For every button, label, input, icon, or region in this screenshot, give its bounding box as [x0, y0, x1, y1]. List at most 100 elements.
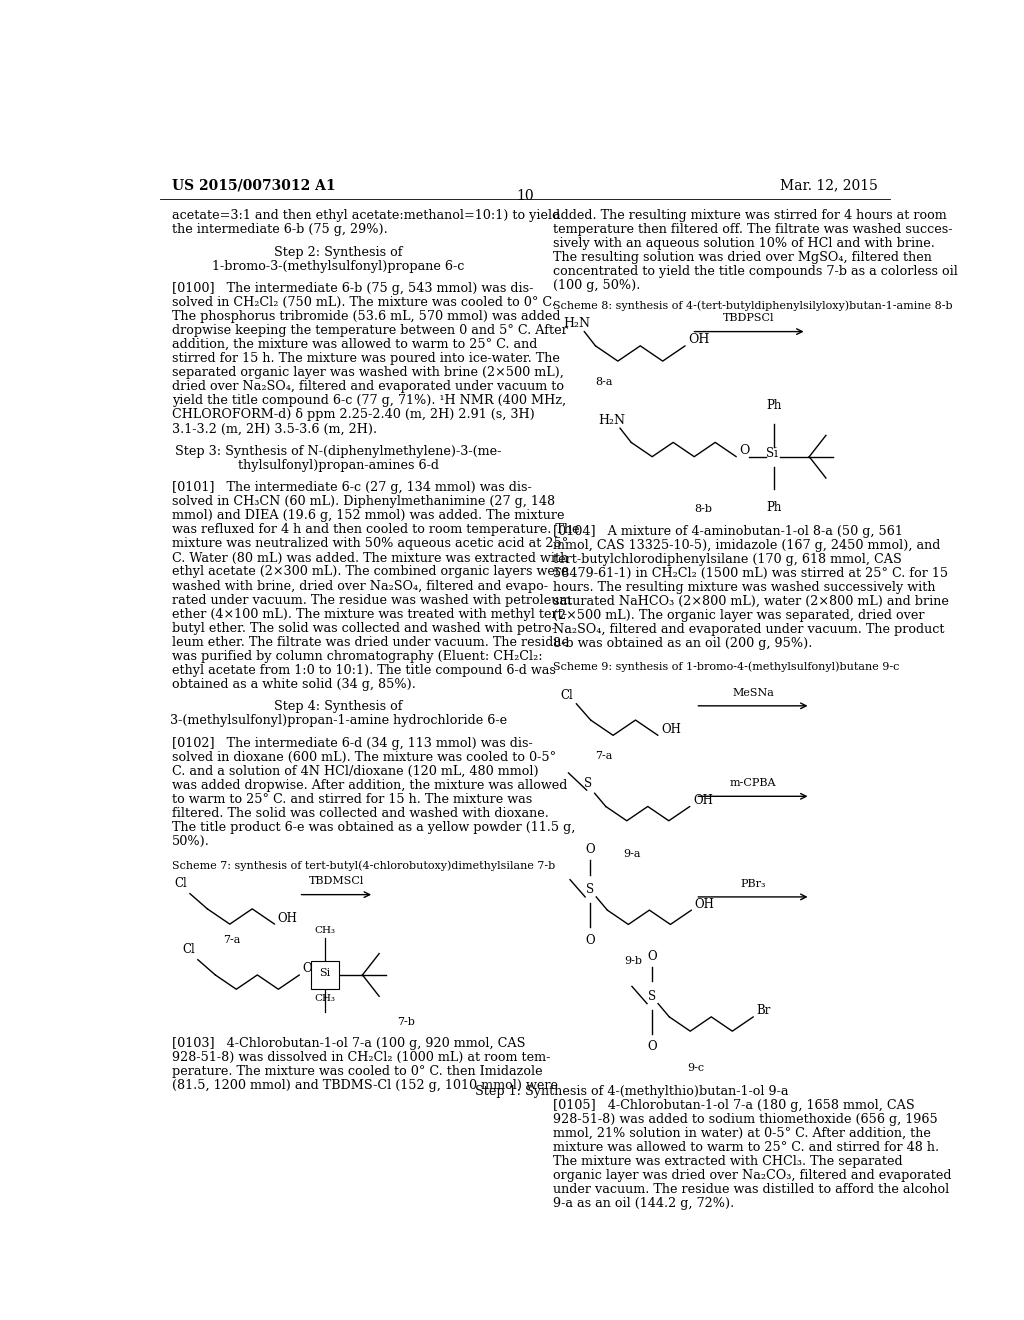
Text: The title product 6-e was obtained as a yellow powder (11.5 g,: The title product 6-e was obtained as a …	[172, 821, 575, 834]
Text: hours. The resulting mixture was washed successively with: hours. The resulting mixture was washed …	[553, 581, 935, 594]
Text: The phosphorus tribromide (53.6 mL, 570 mmol) was added: The phosphorus tribromide (53.6 mL, 570 …	[172, 310, 560, 323]
Text: 928-51-8) was dissolved in CH₂Cl₂ (1000 mL) at room tem-: 928-51-8) was dissolved in CH₂Cl₂ (1000 …	[172, 1051, 550, 1064]
Text: Si: Si	[766, 447, 777, 461]
Text: ⁠[0102]⁠   The intermediate 6-d (34 g, 113 mmol) was dis-: ⁠[0102]⁠ The intermediate 6-d (34 g, 113…	[172, 737, 532, 750]
Text: 3-(methylsulfonyl)propan-1-amine hydrochloride 6-e: 3-(methylsulfonyl)propan-1-amine hydroch…	[170, 714, 507, 727]
Text: PBr₃: PBr₃	[740, 879, 766, 888]
Text: stirred for 15 h. The mixture was poured into ice-water. The: stirred for 15 h. The mixture was poured…	[172, 352, 559, 366]
Text: TBDPSCl: TBDPSCl	[723, 313, 775, 323]
Text: ethyl acetate (2×300 mL). The combined organic layers were: ethyl acetate (2×300 mL). The combined o…	[172, 565, 568, 578]
Text: TBDMSCl: TBDMSCl	[308, 876, 364, 886]
Text: 9-b: 9-b	[625, 956, 642, 966]
Text: O: O	[647, 1040, 656, 1053]
Text: mixture was neutralized with 50% aqueous acetic acid at 25°: mixture was neutralized with 50% aqueous…	[172, 537, 568, 550]
Text: was purified by column chromatography (Eluent: CH₂Cl₂:: was purified by column chromatography (E…	[172, 649, 543, 663]
Text: S: S	[648, 990, 655, 1003]
Text: 1-bromo-3-(methylsulfonyl)propane 6-c: 1-bromo-3-(methylsulfonyl)propane 6-c	[212, 260, 465, 273]
Text: butyl ether. The solid was collected and washed with petro-: butyl ether. The solid was collected and…	[172, 622, 555, 635]
Text: Scheme 8: synthesis of 4-(tert-butyldiphenylsilyloxy)butan-1-amine 8-b: Scheme 8: synthesis of 4-(tert-butyldiph…	[553, 301, 952, 312]
Text: CH₃: CH₃	[314, 927, 335, 936]
Text: Step 2: Synthesis of: Step 2: Synthesis of	[274, 246, 402, 259]
Text: sively with an aqueous solution 10% of HCl and with brine.: sively with an aqueous solution 10% of H…	[553, 238, 935, 251]
Text: O: O	[585, 933, 595, 946]
Text: to warm to 25° C. and stirred for 15 h. The mixture was: to warm to 25° C. and stirred for 15 h. …	[172, 793, 531, 805]
Text: Step 4: Synthesis of: Step 4: Synthesis of	[274, 700, 402, 713]
Text: yield the title compound 6-c (77 g, 71%). ¹H NMR (400 MHz,: yield the title compound 6-c (77 g, 71%)…	[172, 395, 566, 408]
Text: the intermediate 6-b (75 g, 29%).: the intermediate 6-b (75 g, 29%).	[172, 223, 387, 236]
Text: 7-b: 7-b	[397, 1016, 415, 1027]
Text: H₂N: H₂N	[599, 413, 626, 426]
Text: OH: OH	[662, 723, 681, 735]
Text: mmol, CAS 13325-10-5), imidazole (167 g, 2450 mmol), and: mmol, CAS 13325-10-5), imidazole (167 g,…	[553, 539, 940, 552]
Text: Scheme 7: synthesis of tert-butyl(4-chlorobutoxy)dimethylsilane 7-b: Scheme 7: synthesis of tert-butyl(4-chlo…	[172, 861, 555, 871]
Text: 8-b was obtained as an oil (200 g, 95%).: 8-b was obtained as an oil (200 g, 95%).	[553, 638, 812, 649]
Text: addition, the mixture was allowed to warm to 25° C. and: addition, the mixture was allowed to war…	[172, 338, 537, 351]
Text: dropwise keeping the temperature between 0 and 5° C. After: dropwise keeping the temperature between…	[172, 325, 567, 337]
Text: US 2015/0073012 A1: US 2015/0073012 A1	[172, 178, 335, 193]
Text: was refluxed for 4 h and then cooled to room temperature. The: was refluxed for 4 h and then cooled to …	[172, 524, 580, 536]
Text: Cl: Cl	[174, 876, 186, 890]
Text: OH: OH	[693, 793, 713, 807]
Text: acetate=3:1 and then ethyl acetate:methanol=10:1) to yield: acetate=3:1 and then ethyl acetate:metha…	[172, 210, 560, 222]
Text: washed with brine, dried over Na₂SO₄, filtered and evapo-: washed with brine, dried over Na₂SO₄, fi…	[172, 579, 548, 593]
Text: solved in CH₂Cl₂ (750 mL). The mixture was cooled to 0° C.: solved in CH₂Cl₂ (750 mL). The mixture w…	[172, 296, 555, 309]
Text: OH: OH	[688, 333, 710, 346]
Text: Br: Br	[757, 1005, 771, 1018]
Text: ethyl acetate from 1:0 to 10:1). The title compound 6-d was: ethyl acetate from 1:0 to 10:1). The tit…	[172, 664, 556, 677]
Text: 9-a: 9-a	[624, 849, 641, 859]
Text: 10: 10	[516, 189, 534, 203]
Text: obtained as a white solid (34 g, 85%).: obtained as a white solid (34 g, 85%).	[172, 677, 416, 690]
Text: ⁠[0104]⁠   A mixture of 4-aminobutan-1-ol 8-a (50 g, 561: ⁠[0104]⁠ A mixture of 4-aminobutan-1-ol …	[553, 525, 902, 537]
Text: mmol) and DIEA (19.6 g, 152 mmol) was added. The mixture: mmol) and DIEA (19.6 g, 152 mmol) was ad…	[172, 510, 564, 523]
Text: Na₂SO₄, filtered and evaporated under vacuum. The product: Na₂SO₄, filtered and evaporated under va…	[553, 623, 944, 636]
Text: C. and a solution of 4N HCl/dioxane (120 mL, 480 mmol): C. and a solution of 4N HCl/dioxane (120…	[172, 764, 539, 777]
Text: 8-a: 8-a	[595, 378, 613, 387]
Text: m-CPBA: m-CPBA	[730, 777, 776, 788]
Text: 7-a: 7-a	[596, 751, 612, 760]
Text: C. Water (80 mL) was added. The mixture was extracted with: C. Water (80 mL) was added. The mixture …	[172, 552, 568, 565]
Text: ⁠[0105]⁠   4-Chlorobutan-1-ol 7-a (180 g, 1658 mmol, CAS: ⁠[0105]⁠ 4-Chlorobutan-1-ol 7-a (180 g, …	[553, 1100, 914, 1111]
Text: (2×500 mL). The organic layer was separated, dried over: (2×500 mL). The organic layer was separa…	[553, 609, 924, 622]
Text: was added dropwise. After addition, the mixture was allowed: was added dropwise. After addition, the …	[172, 779, 567, 792]
Text: 9-c: 9-c	[687, 1063, 703, 1073]
Text: OH: OH	[694, 898, 715, 911]
Text: tert-butylchlorodiphenylsilane (170 g, 618 mmol, CAS: tert-butylchlorodiphenylsilane (170 g, 6…	[553, 553, 901, 566]
Text: 3.1-3.2 (m, 2H) 3.5-3.6 (m, 2H).: 3.1-3.2 (m, 2H) 3.5-3.6 (m, 2H).	[172, 422, 377, 436]
Text: S: S	[586, 883, 594, 896]
Text: separated organic layer was washed with brine (2×500 mL),: separated organic layer was washed with …	[172, 367, 563, 379]
Text: The resulting solution was dried over MgSO₄, filtered then: The resulting solution was dried over Mg…	[553, 251, 932, 264]
Text: solved in dioxane (600 mL). The mixture was cooled to 0-5°: solved in dioxane (600 mL). The mixture …	[172, 751, 556, 764]
Text: (81.5, 1200 mmol) and TBDMS-Cl (152 g, 1010 mmol) were: (81.5, 1200 mmol) and TBDMS-Cl (152 g, 1…	[172, 1078, 558, 1092]
Text: OH: OH	[278, 912, 298, 924]
Text: 8-b: 8-b	[694, 504, 713, 515]
Text: ⁠[0103]⁠   4-Chlorobutan-1-ol 7-a (100 g, 920 mmol, CAS: ⁠[0103]⁠ 4-Chlorobutan-1-ol 7-a (100 g, …	[172, 1038, 525, 1049]
Text: 7-a: 7-a	[223, 936, 241, 945]
Text: added. The resulting mixture was stirred for 4 hours at room: added. The resulting mixture was stirred…	[553, 210, 946, 222]
Text: Cl: Cl	[560, 689, 573, 702]
Text: S: S	[585, 776, 592, 789]
Text: Step 1: Synthesis of 4-(methylthio)butan-1-ol 9-a: Step 1: Synthesis of 4-(methylthio)butan…	[475, 1085, 788, 1098]
Text: Ph: Ph	[766, 502, 781, 515]
Text: thylsulfonyl)propan-amines 6-d: thylsulfonyl)propan-amines 6-d	[238, 459, 439, 471]
Text: organic layer was dried over Na₂CO₃, filtered and evaporated: organic layer was dried over Na₂CO₃, fil…	[553, 1170, 951, 1183]
Text: perature. The mixture was cooled to 0° C. then Imidazole: perature. The mixture was cooled to 0° C…	[172, 1065, 543, 1078]
Text: 9-a as an oil (144.2 g, 72%).: 9-a as an oil (144.2 g, 72%).	[553, 1197, 734, 1210]
Text: Scheme 9: synthesis of 1-bromo-4-(methylsulfonyl)butane 9-c: Scheme 9: synthesis of 1-bromo-4-(methyl…	[553, 661, 899, 672]
Text: mixture was allowed to warm to 25° C. and stirred for 48 h.: mixture was allowed to warm to 25° C. an…	[553, 1140, 939, 1154]
Text: Mar. 12, 2015: Mar. 12, 2015	[780, 178, 878, 193]
Text: O: O	[302, 962, 312, 975]
Text: (100 g, 50%).: (100 g, 50%).	[553, 280, 640, 292]
Text: concentrated to yield the title compounds 7-b as a colorless oil: concentrated to yield the title compound…	[553, 265, 957, 279]
Text: Ph: Ph	[766, 399, 781, 412]
Text: Si: Si	[319, 968, 331, 978]
Text: O: O	[739, 444, 750, 457]
Text: under vacuum. The residue was distilled to afford the alcohol: under vacuum. The residue was distilled …	[553, 1183, 949, 1196]
Text: O: O	[585, 843, 595, 857]
Text: saturated NaHCO₃ (2×800 mL), water (2×800 mL) and brine: saturated NaHCO₃ (2×800 mL), water (2×80…	[553, 595, 948, 607]
Text: ⁠[0101]⁠   The intermediate 6-c (27 g, 134 mmol) was dis-: ⁠[0101]⁠ The intermediate 6-c (27 g, 134…	[172, 482, 531, 494]
Text: rated under vacuum. The residue was washed with petroleum: rated under vacuum. The residue was wash…	[172, 594, 571, 607]
Text: mmol, 21% solution in water) at 0-5° C. After addition, the: mmol, 21% solution in water) at 0-5° C. …	[553, 1127, 931, 1140]
Text: 50%).: 50%).	[172, 834, 210, 847]
Text: 58479-61-1) in CH₂Cl₂ (1500 mL) was stirred at 25° C. for 15: 58479-61-1) in CH₂Cl₂ (1500 mL) was stir…	[553, 566, 947, 579]
Text: ⁠[0100]⁠   The intermediate 6-b (75 g, 543 mmol) was dis-: ⁠[0100]⁠ The intermediate 6-b (75 g, 543…	[172, 282, 534, 296]
